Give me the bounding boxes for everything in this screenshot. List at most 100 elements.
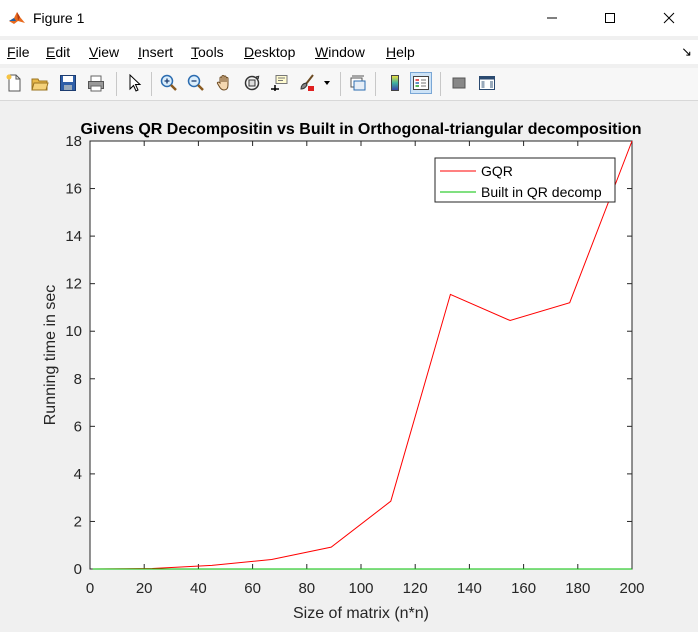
data-cursor-icon	[271, 75, 288, 91]
x-tick-label: 180	[565, 580, 590, 597]
menu-label-rest: ile	[15, 44, 30, 60]
save-icon	[60, 75, 76, 91]
menu-file[interactable]: File	[7, 44, 30, 60]
toolbar-separator	[116, 72, 117, 96]
axis-ticks: 0 20 40 60 80 100 120 140 160 180 200 0 2 4 6 8 10 12 14 16…	[65, 133, 644, 597]
line-chart[interactable]: Givens QR Decompositin vs Built in Ortho…	[0, 101, 698, 627]
show-plot-tools-button[interactable]	[476, 72, 498, 94]
menu-label-rest: elp	[396, 44, 415, 60]
y-tick-label: 0	[74, 561, 82, 578]
menu-insert[interactable]: Insert	[138, 44, 173, 60]
dock-figure-icon[interactable]: ↘	[681, 44, 692, 59]
menu-mnemonic: D	[244, 44, 255, 60]
x-tick-label: 100	[348, 580, 373, 597]
rotate-3d-icon	[244, 75, 260, 91]
zoom-in-icon	[160, 74, 177, 91]
link-plot-icon	[350, 75, 366, 91]
series-lines	[92, 140, 633, 570]
x-tick-label: 120	[403, 580, 428, 597]
show-plot-tools-icon	[479, 76, 495, 90]
x-tick-label: 160	[511, 580, 536, 597]
minimize-icon	[547, 17, 557, 19]
menu-mnemonic: I	[138, 44, 142, 60]
y-tick-label: 16	[65, 181, 82, 198]
rotate-3d-button[interactable]	[241, 72, 263, 94]
hide-plot-tools-button[interactable]	[448, 72, 470, 94]
series-line-gqr	[92, 140, 633, 570]
plot-area	[89, 140, 633, 570]
zoom-out-button[interactable]	[185, 72, 207, 94]
link-plot-button[interactable]	[347, 72, 369, 94]
minimize-button[interactable]	[523, 0, 581, 36]
x-tick-label: 40	[190, 580, 207, 597]
legend-box	[434, 157, 616, 203]
menu-label-rest: ools	[198, 44, 224, 60]
data-cursor-button[interactable]	[268, 72, 290, 94]
close-button[interactable]	[640, 0, 698, 36]
insert-legend-icon	[413, 76, 429, 90]
y-tick-label: 12	[65, 276, 82, 293]
maximize-button[interactable]	[581, 0, 639, 36]
open-file-icon	[31, 78, 49, 91]
y-tick-label: 18	[65, 133, 82, 150]
x-tick-label: 20	[136, 580, 153, 597]
toolbar-separator	[375, 72, 376, 96]
insert-legend-button[interactable]	[410, 72, 432, 94]
legend[interactable]: GQR Built in QR decomp	[434, 157, 616, 203]
zoom-in-button[interactable]	[158, 72, 180, 94]
menu-mnemonic: V	[89, 44, 99, 60]
menu-window[interactable]: Window	[315, 44, 365, 60]
menu-label-rest: indow	[328, 44, 365, 60]
toolbar-separator	[151, 72, 152, 96]
pan-hand-icon	[216, 74, 229, 91]
menu-label-rest: esktop	[254, 44, 296, 60]
y-tick-label: 8	[74, 371, 82, 388]
maximize-icon	[605, 13, 615, 23]
menu-mnemonic: F	[7, 44, 16, 60]
y-tick-label: 6	[74, 418, 82, 435]
menu-label-rest: iew	[98, 44, 120, 60]
close-icon	[663, 12, 675, 24]
window-title: Figure 1	[33, 10, 85, 26]
brush-dropdown-button[interactable]	[320, 72, 334, 94]
menu-view[interactable]: View	[89, 44, 119, 60]
pan-button[interactable]	[213, 72, 235, 94]
menu-desktop[interactable]: Desktop	[244, 44, 295, 60]
menu-edit[interactable]: Edit	[46, 44, 70, 60]
edit-plot-arrow-icon	[129, 74, 142, 92]
open-file-button[interactable]	[29, 72, 51, 94]
save-button[interactable]	[57, 72, 79, 94]
menu-mnemonic: W	[315, 44, 329, 60]
x-tick-label: 60	[244, 580, 261, 597]
menu-mnemonic: T	[191, 44, 198, 60]
window-titlebar: Figure 1	[0, 0, 698, 36]
figure-toolbar	[0, 68, 698, 101]
zoom-out-icon	[187, 74, 204, 91]
edit-plot-button[interactable]	[123, 72, 145, 94]
x-tick-label: 140	[457, 580, 482, 597]
menu-bar: File Edit View Insert Tools Desktop Window Help…	[0, 40, 698, 64]
x-axis-label: Size of matrix (n*n)	[293, 605, 429, 622]
menu-tools[interactable]: Tools	[191, 44, 224, 60]
menu-label-rest: nsert	[141, 44, 174, 60]
insert-colorbar-icon	[391, 75, 399, 91]
brush-dropdown-icon	[324, 81, 330, 85]
new-figure-icon	[6, 74, 21, 92]
menu-mnemonic: H	[386, 44, 397, 60]
y-tick-label: 10	[65, 323, 82, 340]
menu-label-rest: dit	[55, 44, 71, 60]
chart-title: Givens QR Decompositin vs Built in Ortho…	[81, 121, 642, 138]
menu-help[interactable]: Help	[386, 44, 415, 60]
toolbar-separator	[340, 72, 341, 96]
insert-colorbar-button[interactable]	[384, 72, 406, 94]
x-tick-label: 80	[298, 580, 315, 597]
brush-button[interactable]	[296, 72, 318, 94]
print-icon	[88, 75, 104, 92]
hide-plot-tools-icon	[452, 77, 466, 89]
x-tick-label: 0	[86, 580, 94, 597]
print-button[interactable]	[85, 72, 107, 94]
y-tick-label: 14	[65, 228, 82, 245]
y-tick-label: 2	[74, 513, 82, 530]
matlab-logo-icon	[8, 9, 26, 27]
new-figure-button[interactable]	[3, 72, 25, 94]
